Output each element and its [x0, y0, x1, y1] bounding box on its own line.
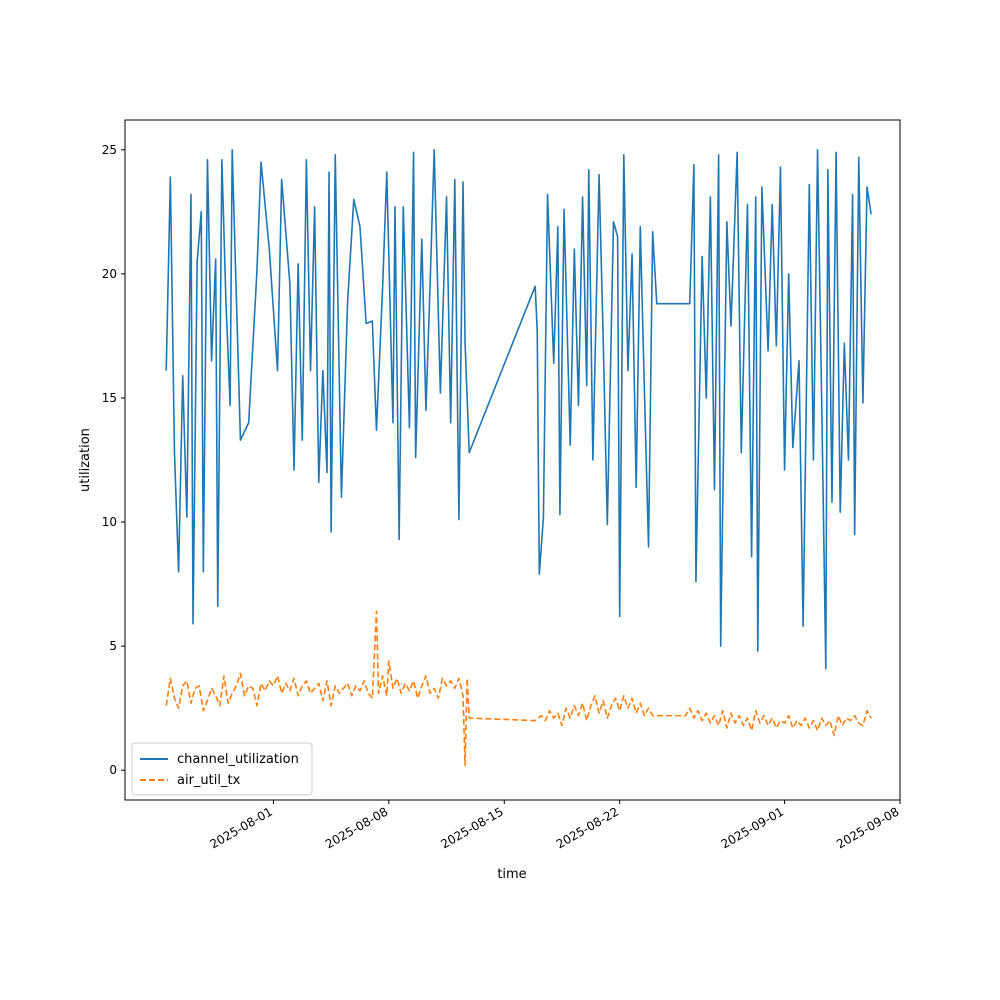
- series-line-channel-utilization: [165, 148, 872, 670]
- y-axis: 0 5 10 15 20 25: [102, 143, 125, 777]
- y-tick-label: 25: [102, 143, 117, 157]
- y-tick-label: 20: [102, 267, 117, 281]
- y-tick-label: 5: [109, 639, 117, 653]
- y-tick-label: 10: [102, 515, 117, 529]
- series-line-air-util-tx: [165, 610, 872, 767]
- plot-frame: [124, 119, 901, 801]
- legend-label-channel-utilization: channel_utilization: [177, 752, 299, 767]
- legend-box: [131, 742, 313, 796]
- x-axis-label: time: [497, 867, 526, 882]
- legend-label-air-util-tx: air_util_tx: [177, 773, 241, 788]
- plot-series-group: [165, 148, 872, 767]
- y-axis-label: utilization: [78, 428, 93, 492]
- y-tick-label: 0: [109, 763, 117, 777]
- legend: channel_utilization air_util_tx: [131, 742, 313, 796]
- y-tick-label: 15: [102, 391, 117, 405]
